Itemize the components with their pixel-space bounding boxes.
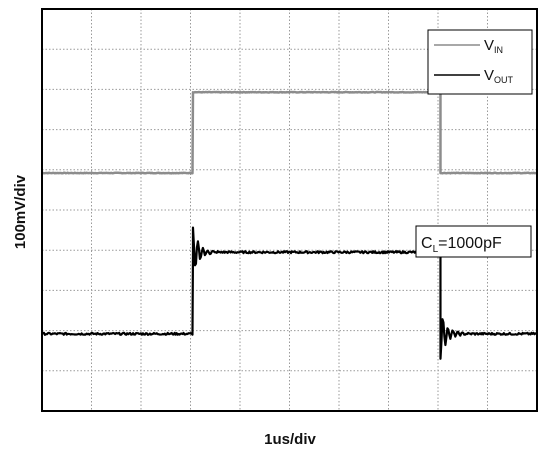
legend-box	[427, 29, 533, 95]
annotation-text: CL=1000pF	[421, 235, 502, 255]
traces	[41, 90, 537, 360]
load-capacitance-annotation: CL=1000pF	[415, 225, 532, 258]
vin-trace	[41, 90, 537, 175]
plot-frame	[41, 8, 538, 412]
annotation-box	[415, 225, 532, 258]
legend-label-vout: VOUT	[484, 67, 514, 85]
legend: VIN VOUT	[427, 29, 533, 95]
y-axis-label: 100mV/div	[12, 174, 29, 249]
vout-trace	[41, 226, 537, 360]
legend-label-vin: VIN	[484, 37, 503, 55]
x-axis-label: 1us/div	[264, 431, 316, 448]
